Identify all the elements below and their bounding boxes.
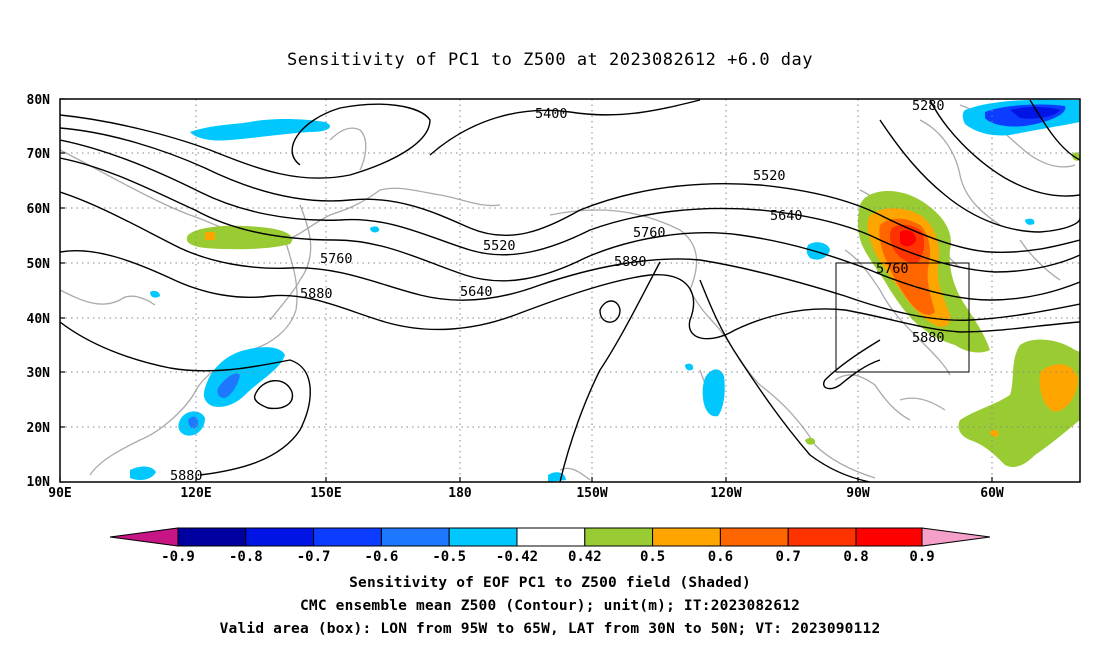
colorbar-tick-label: -0.9 — [161, 549, 195, 565]
contour-line — [60, 321, 311, 476]
contour-line — [60, 103, 431, 179]
colorbar-cell — [245, 527, 315, 547]
contour-line — [60, 250, 1080, 340]
contour-line — [429, 99, 701, 156]
colorbar-tick-label: -0.5 — [432, 549, 466, 565]
contour-line — [1029, 99, 1080, 161]
map-area: 5400 5280 5520 5640 5520 5760 5760 5880 … — [60, 98, 1080, 484]
colorbar-tick-label: 0.9 — [909, 549, 934, 565]
colorbar — [109, 527, 991, 547]
negative-region-japan — [203, 347, 285, 407]
contour-label: 5760 — [876, 261, 909, 277]
contour-line — [929, 99, 1080, 197]
colorbar-cell — [448, 527, 518, 547]
contour-label: 5280 — [912, 98, 945, 114]
lon-label: 60W — [980, 486, 1004, 501]
caption-line-contour: CMC ensemble mean Z500 (Contour); unit(m… — [299, 598, 801, 614]
lon-label: 180 — [448, 486, 472, 501]
lon-label: 150E — [310, 486, 341, 501]
negative-region-subtropical-pacific — [702, 369, 725, 417]
lat-label: 40N — [27, 312, 51, 327]
contour-label: 5880 — [300, 286, 333, 302]
contour-line — [699, 279, 871, 482]
lon-label: 90E — [48, 486, 71, 501]
contour-label: 5760 — [633, 225, 666, 241]
colorbar-cell — [921, 527, 991, 547]
lat-label: 60N — [27, 202, 51, 217]
colorbar-tick-labels: -0.9 -0.8 -0.7 -0.6 -0.5 -0.42 0.42 0.5 … — [161, 549, 935, 565]
colorbar-cell — [380, 527, 450, 547]
contour-label: 5520 — [483, 238, 516, 254]
colorbar-cell — [516, 527, 586, 547]
contour-line — [879, 119, 1080, 233]
contour-line — [60, 157, 1080, 301]
chart-title: Sensitivity of PC1 to Z500 at 2023082612… — [286, 50, 813, 70]
contour-label: 5400 — [535, 106, 568, 122]
lon-label: 90W — [846, 486, 870, 501]
z500-contours — [60, 99, 1080, 482]
colorbar-tick-label: 0.5 — [640, 549, 665, 565]
contour-label: 5880 — [170, 468, 203, 484]
lon-axis-labels: 90E 120E 150E 180 150W 120W 90W 60W — [48, 486, 1004, 501]
colorbar-tick-label: 0.6 — [708, 549, 733, 565]
shaded-sensitivity — [130, 99, 1080, 482]
valid-area-box — [835, 262, 970, 373]
colorbar-tick-label: -0.8 — [229, 549, 263, 565]
contour-label: 5640 — [460, 284, 493, 300]
colorbar-tick-label: -0.7 — [297, 549, 331, 565]
colorbar-tick-label: 0.8 — [843, 549, 868, 565]
caption-line-valid-area: Valid area (box): LON from 95W to 65W, L… — [219, 621, 881, 637]
colorbar-tick-label: -0.42 — [496, 549, 538, 565]
contour-line — [599, 300, 621, 323]
tick-marks — [59, 98, 993, 482]
negative-region-okhotsk — [190, 119, 330, 141]
lat-label: 80N — [27, 93, 51, 108]
contour-line — [60, 139, 1080, 273]
contour-label: 5880 — [912, 330, 945, 346]
contour-label: 5640 — [770, 208, 803, 224]
colorbar-tick-label: -0.6 — [365, 549, 399, 565]
map-frame — [59, 98, 1081, 483]
contour-label-group: 5400 5280 5520 5640 5520 5760 5760 5880 … — [170, 98, 945, 484]
colorbar-cell — [719, 527, 789, 547]
lat-axis-labels: 80N 70N 60N 50N 40N 30N 20N 10N — [27, 93, 51, 490]
contour-label: 5880 — [614, 254, 647, 270]
colorbar-tick-label: 0.7 — [776, 549, 801, 565]
caption-line-shaded: Sensitivity of EOF PC1 to Z500 field (Sh… — [349, 575, 751, 591]
lat-label: 20N — [27, 421, 51, 436]
lon-label: 120W — [710, 486, 741, 501]
lon-label: 150W — [576, 486, 607, 501]
lat-label: 30N — [27, 366, 51, 381]
lat-label: 70N — [27, 147, 51, 162]
contour-line — [60, 191, 1080, 321]
contour-label: 5520 — [753, 168, 786, 184]
lon-label: 120E — [180, 486, 211, 501]
contour-line — [559, 261, 661, 482]
contour-line — [823, 339, 881, 390]
lat-label: 10N — [27, 475, 51, 490]
colorbar-cell — [652, 527, 721, 547]
lat-label: 50N — [27, 257, 51, 272]
colorbar-cell — [177, 527, 247, 547]
colorbar-cell — [855, 527, 923, 547]
colorbar-cell — [787, 527, 857, 547]
colorbar-cell — [584, 527, 654, 547]
contour-line — [253, 380, 294, 410]
positive-region-kamchatka — [186, 225, 293, 250]
gridlines — [60, 99, 1080, 482]
contour-label: 5760 — [320, 251, 353, 267]
colorbar-cell — [109, 527, 179, 547]
contour-line — [60, 127, 1080, 253]
colorbar-cell — [313, 527, 382, 547]
colorbar-tick-label: 0.42 — [568, 549, 602, 565]
